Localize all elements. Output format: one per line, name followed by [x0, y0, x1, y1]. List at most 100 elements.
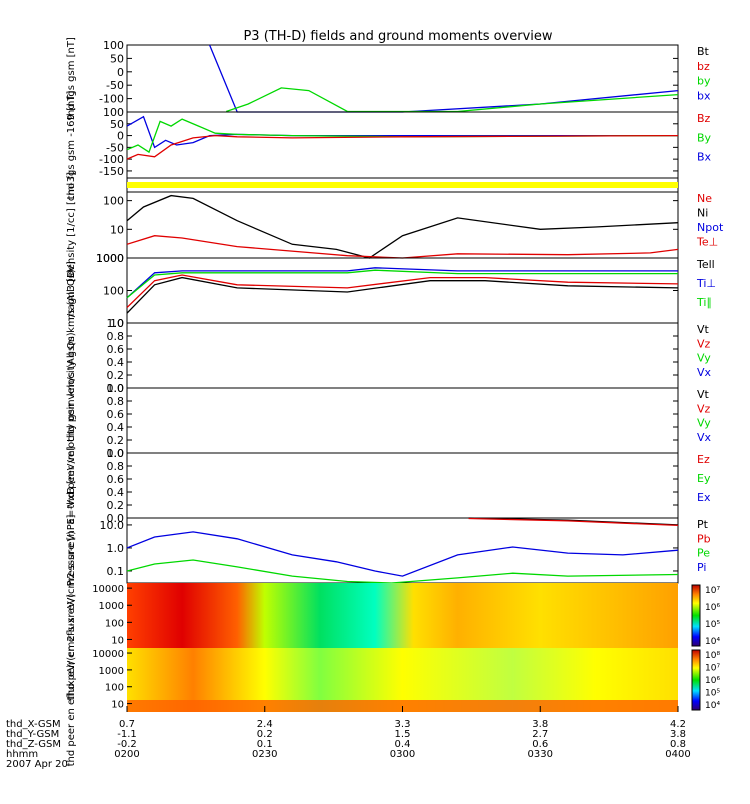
y-tick-label: 10: [110, 317, 124, 330]
series-line-Ni: [126, 194, 679, 259]
legend-label: Npot: [697, 221, 724, 234]
y-axis-label: E=-VxB [mV/m]: [66, 446, 77, 524]
colorbar-tick-label: 10⁵: [705, 620, 720, 630]
ephemeris-value: 0300: [390, 749, 415, 760]
ephemeris-value: 0.8: [670, 739, 686, 750]
y-tick-label: 1000: [99, 666, 124, 677]
y-tick-label: 10: [111, 635, 124, 646]
y-tick-label: 0.6: [107, 408, 125, 421]
y-tick-label: 0.2: [107, 369, 125, 382]
y-tick-label: 0.2: [107, 434, 125, 447]
y-axis-label: thd peir en eflux eV/(cm2-s-sr-eV): [66, 531, 77, 700]
colorbar-tick-label: 10⁷: [705, 664, 720, 674]
legend-label: Ez: [697, 453, 710, 466]
series-line-Pb: [468, 517, 679, 527]
y-tick-label: 0.0: [107, 512, 125, 525]
y-tick-label: -150: [99, 165, 124, 178]
y-tick-label: 10.0: [100, 519, 125, 532]
legend-label: Bz: [697, 112, 711, 125]
legend-label: Ti⊥: [696, 277, 716, 290]
series-line-bx: [208, 44, 679, 113]
ephemeris-value: 3.8: [532, 719, 548, 730]
legend-label: Bt: [697, 45, 710, 58]
ephemeris-value: 2.7: [532, 729, 548, 740]
y-tick-label: 0.4: [107, 421, 125, 434]
y-tick-label: 0.4: [107, 356, 125, 369]
y-tick-label: 0: [117, 66, 124, 79]
y-tick-label: 1.0: [107, 447, 125, 460]
ephemeris-value: 0.6: [532, 739, 548, 750]
ephemeris-value: 4.2: [670, 719, 686, 730]
y-tick-label: 0.8: [107, 395, 125, 408]
panel-frame: [126, 44, 679, 113]
legend-label: Vt: [697, 323, 710, 336]
series-line-Pe: [126, 559, 679, 584]
colorbar-tick-label: 10⁷: [705, 586, 720, 596]
ephemeris-value: 3.3: [395, 719, 411, 730]
colorbar-tick-label: 10⁶: [705, 603, 720, 613]
ephemeris-value: 0.2: [257, 729, 273, 740]
y-tick-label: 100: [105, 618, 124, 629]
legend-label: Pi: [697, 561, 706, 574]
y-tick-label: 0.0: [107, 447, 125, 460]
legend-label: Tell: [696, 258, 715, 271]
y-tick-label: 100: [103, 285, 124, 298]
legend-label: Pt: [697, 518, 709, 531]
panel-3: [126, 177, 679, 193]
y-tick-label: 1000: [96, 252, 124, 265]
y-tick-label: 10000: [92, 649, 124, 660]
y-tick-label: 100: [105, 683, 124, 694]
legend-label: bx: [697, 89, 711, 102]
y-axis-label: thd peer velocity gsm km/s (All Qs): [66, 332, 77, 508]
ephemeris-value: -1.1: [117, 729, 137, 740]
panel-frame: [126, 191, 679, 259]
y-tick-label: 0.0: [107, 382, 125, 395]
ephemeris-value: 0200: [114, 749, 139, 760]
y-tick-label: 50: [110, 52, 124, 65]
y-tick-label: 0.1: [107, 565, 125, 578]
series-line-By: [126, 118, 679, 154]
y-tick-label: 50: [110, 118, 124, 131]
y-tick-label: 1000: [96, 252, 124, 265]
legend-label: Ne: [697, 192, 712, 205]
y-tick-label: 1.0: [107, 542, 125, 555]
legend-label: bz: [697, 60, 710, 73]
y-tick-label: -100: [99, 93, 124, 106]
colorbar: [691, 649, 701, 711]
y-axis-label: magn3 [eV]: [66, 261, 77, 320]
series-line-Bx: [126, 115, 678, 149]
legend-label: Vy: [697, 417, 711, 430]
y-tick-label: 0.6: [107, 473, 125, 486]
y-tick-label: 0: [117, 130, 124, 143]
y-tick-label: 0.4: [107, 486, 125, 499]
legend-label: Vz: [697, 402, 711, 415]
colorbar-tick-label: 10⁶: [705, 676, 720, 686]
ephemeris-label: thd_Z-GSM: [6, 739, 61, 750]
panel-frame: [126, 257, 679, 324]
legend-label: Ex: [697, 491, 711, 504]
panel-5: 1000 100 10 Tell Ti⊥ Ti∥ magn3 [eV]: [66, 252, 716, 330]
y-tick-label: 1000: [99, 601, 124, 612]
ephemeris-value: 1.5: [395, 729, 411, 740]
y-tick-label: 10000: [92, 584, 124, 595]
legend-label: by: [697, 75, 711, 88]
panel-frame: [126, 111, 679, 179]
colorbar-tick-label: 10⁴: [705, 701, 720, 711]
legend-label: Vx: [697, 431, 712, 444]
legend-label: Bx: [697, 151, 712, 164]
legend-label: Vt: [697, 388, 710, 401]
legend-label: Vz: [697, 337, 711, 350]
y-tick-label: 0.2: [107, 499, 125, 512]
y-tick-label: 100: [103, 39, 124, 52]
y-tick-label: 100: [103, 106, 124, 119]
panel-frame: [126, 452, 679, 519]
